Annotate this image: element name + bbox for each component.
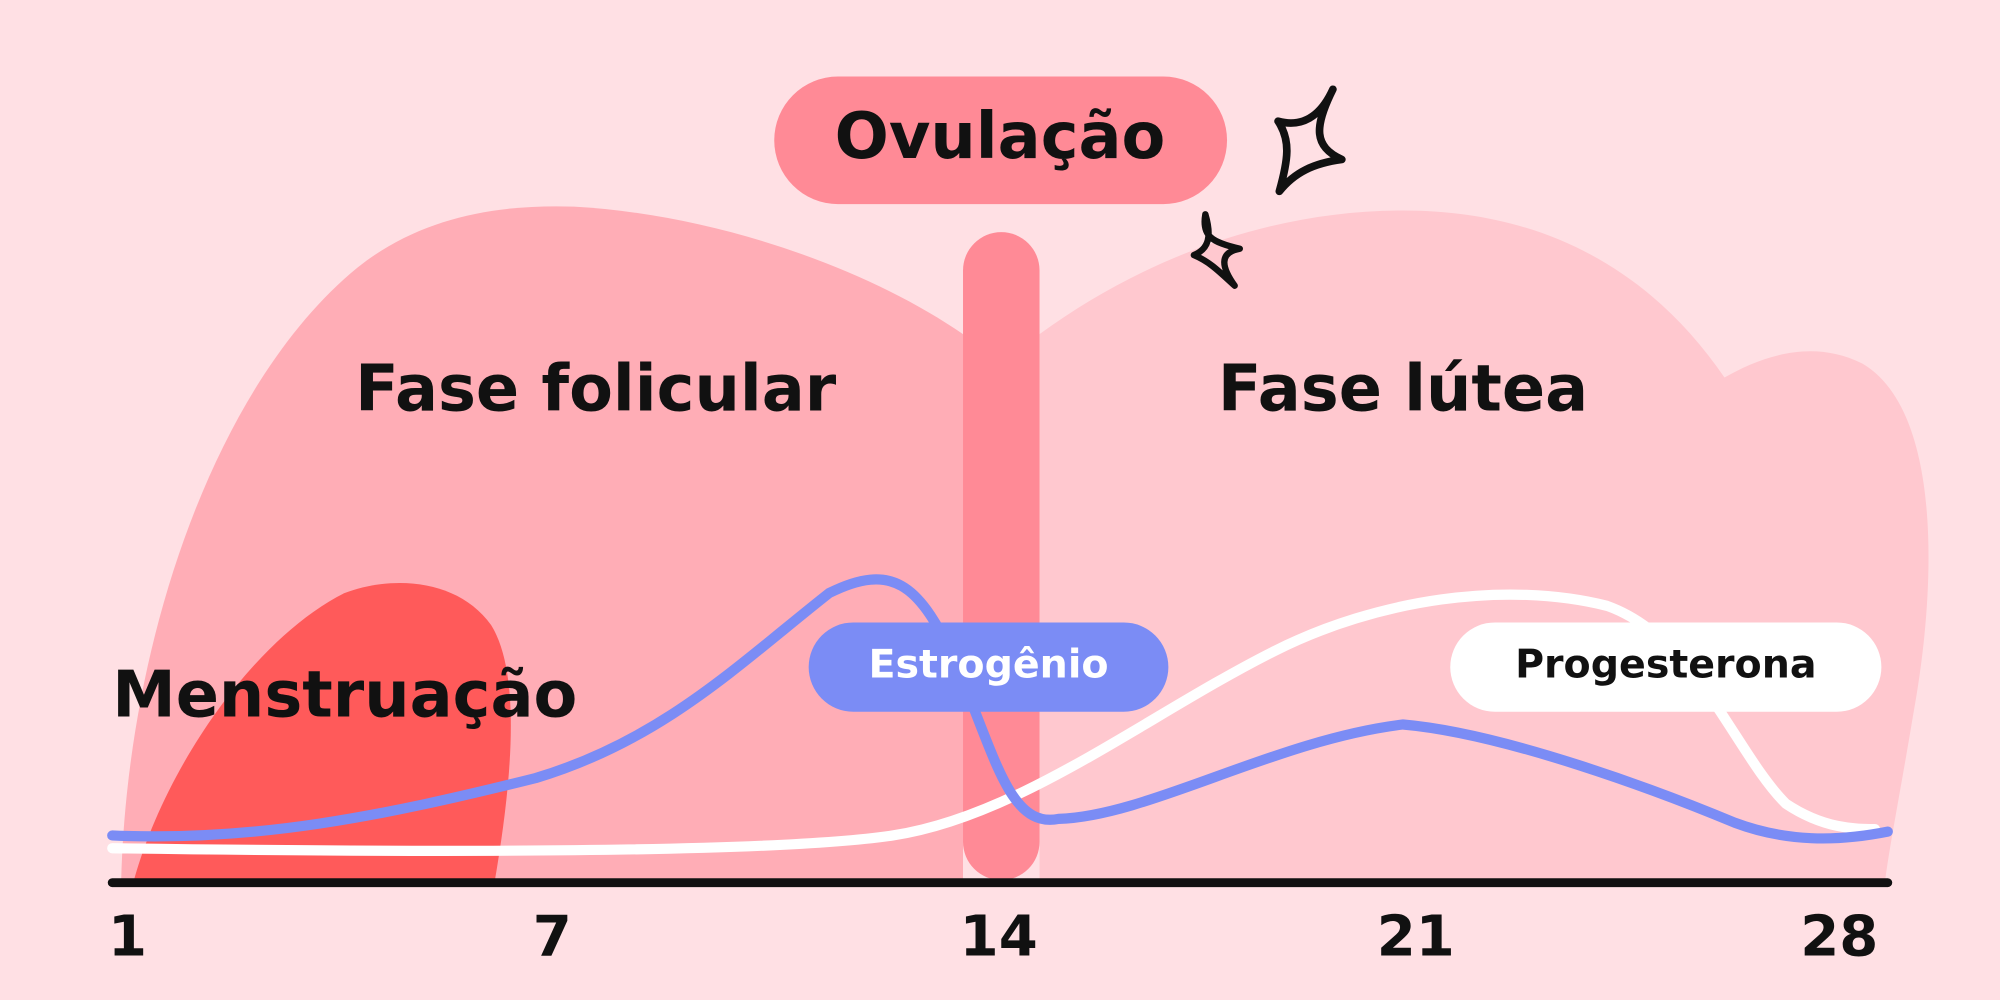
luteal-area: [1039, 210, 1929, 881]
day-label: 1: [108, 905, 147, 970]
day-label: 7: [533, 905, 572, 970]
estrogen-curve: [107, 574, 1893, 844]
hormone-label: Estrogênio: [868, 642, 1108, 688]
day-label: 28: [1800, 905, 1878, 970]
hormone-pill: [1450, 622, 1882, 712]
day-label: 14: [960, 905, 1038, 970]
title: Ovulação: [835, 100, 1166, 174]
sparkle: [1190, 211, 1243, 289]
progesterone-curve: [107, 589, 1881, 856]
sparkle: [1274, 85, 1346, 196]
hormone-pill: [808, 622, 1169, 712]
title-pill: [774, 76, 1228, 205]
phase-label: Fase folicular: [355, 352, 837, 426]
phase-label: Fase lútea: [1218, 352, 1588, 426]
phase-label: Menstruação: [112, 659, 577, 733]
hormone-label: Progesterona: [1515, 642, 1816, 688]
day-label: 21: [1377, 905, 1455, 970]
